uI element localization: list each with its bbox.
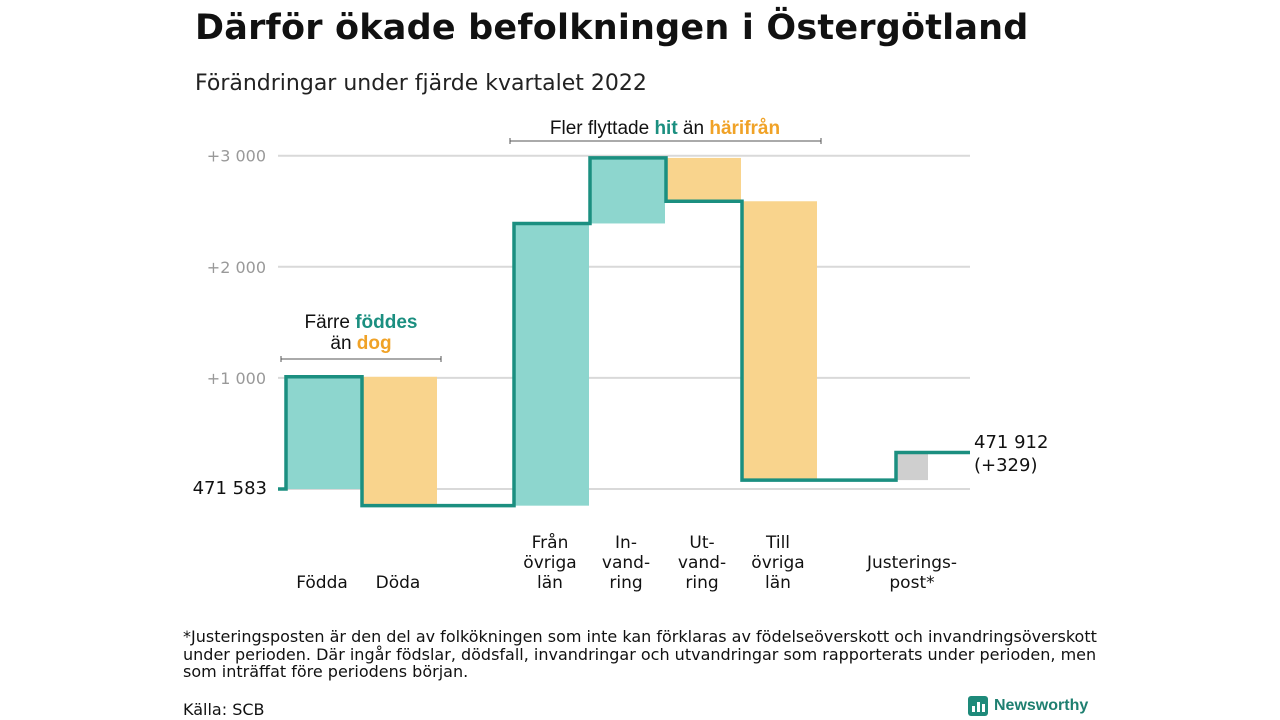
footnote: *Justeringsposten är den del av folkökni… [183,627,1097,681]
bar-increase [590,157,665,224]
annotation-segment: Fler flyttade [550,118,655,139]
category-label: Döda [376,573,421,593]
bar-decrease [742,201,817,481]
category-label: län [765,573,791,593]
annotation-highlight: föddes [355,312,417,333]
annotation-segment: än [678,118,710,139]
annotation-highlight: härifrån [709,118,780,139]
category-label: Till [765,533,790,553]
bar-chart-icon [968,696,988,716]
chart-title: Därför ökade befolkningen i Östergötland [195,8,1029,48]
y-tick-label: +1 000 [207,369,266,388]
bar-adjustment [896,452,928,481]
y-tick-label: +3 000 [207,147,266,166]
y-tick-label: +2 000 [207,258,266,277]
annotation-text: än dog [330,333,391,354]
category-label: län [537,573,563,593]
category-label: övriga [523,553,576,573]
annotation-text: Färre föddes [305,312,418,333]
annotation-segment: Färre [305,312,356,333]
bar-decrease [362,376,437,506]
cumulative-step-line [278,156,970,508]
logo-text: Newsworthy [994,697,1089,714]
end-value-label: 471 912 [974,432,1048,453]
category-label: Från [532,532,569,553]
category-label: vand- [602,553,650,573]
bar-increase [286,376,361,489]
category-label: vand- [678,553,726,573]
bar-increase [514,223,589,506]
annotation-text: Fler flyttade hit än härifrån [550,118,780,139]
category-label: Ut- [689,533,714,553]
category-label: övriga [751,553,804,573]
category-label: ring [609,573,642,593]
category-label: Justerings- [866,553,957,573]
annotation-highlight: dog [357,333,392,354]
category-label: In- [615,533,637,553]
category-label: post* [889,573,934,593]
annotation-segment: än [330,333,356,354]
source-label: Källa: SCB [183,700,265,719]
bar-decrease [666,157,741,202]
category-label: ring [685,573,718,593]
end-change-label: (+329) [974,455,1037,476]
category-label: Födda [296,573,348,593]
chart-subtitle: Förändringar under fjärde kvartalet 2022 [195,71,647,96]
newsworthy-logo: Newsworthy [968,696,1088,716]
start-value-label: 471 583 [193,478,267,499]
annotation-highlight: hit [654,118,678,139]
